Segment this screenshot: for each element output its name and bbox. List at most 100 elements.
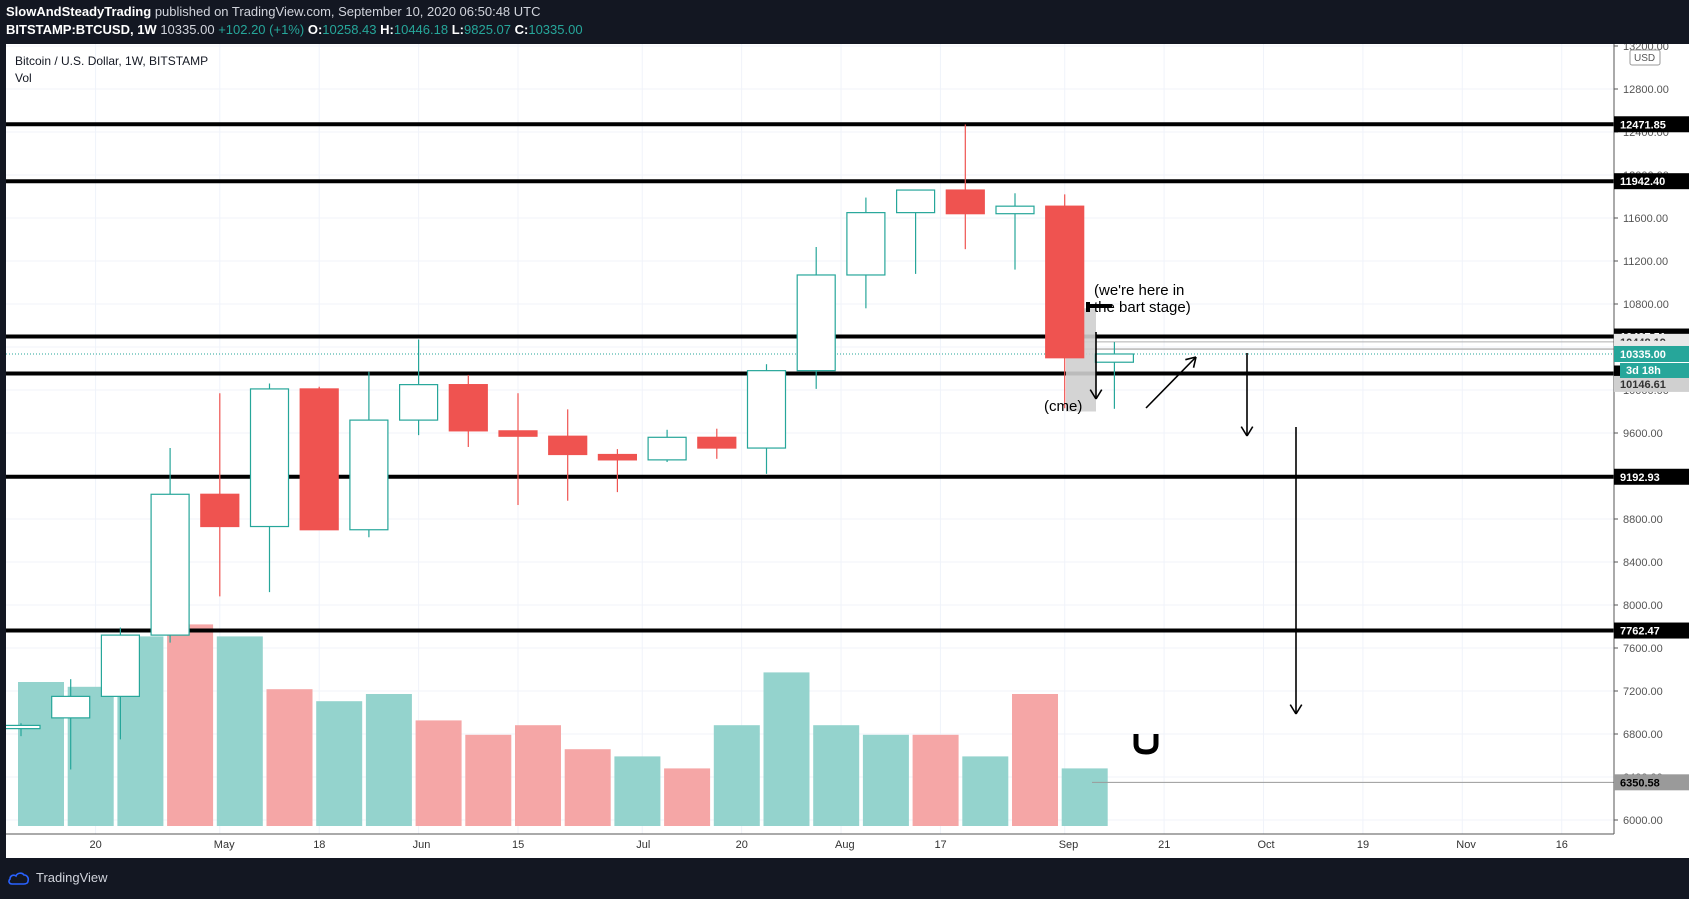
level-price-tag: 9192.93 [1614,468,1689,485]
price-tick-label: 12800.00 [1623,84,1669,96]
price-tag-label: 12471.85 [1620,119,1666,131]
arrow-shaft [1145,356,1197,409]
countdown-bg [1620,362,1689,378]
candle [548,409,588,501]
price-tick-label: 10800.00 [1623,299,1669,311]
arrow-head [1089,389,1097,400]
currency-label: USD [1634,53,1655,64]
candle-body [249,388,290,528]
arrow-head [1192,356,1197,368]
volume-bar [962,756,1009,826]
candle-body [349,419,389,531]
candle-series [6,124,1135,770]
candle [6,723,41,737]
current-price-tag: 10335.00 [1614,345,1689,362]
price-tag-label: 10146.61 [1620,379,1666,391]
candle [895,189,936,274]
candle-body [51,695,91,719]
currency-box [1629,49,1661,66]
countdown-tag: 3d 18h [1620,362,1689,378]
candle-body [299,388,339,531]
price-tag-label: 6350.58 [1620,777,1660,789]
annotation-text: (we're here in [1094,282,1184,299]
low-value: 9825.07 [464,22,511,37]
volume-bar [664,768,711,826]
time-tick-label: 17 [934,839,946,851]
high-label: H: [380,22,394,37]
candle [249,383,290,593]
candle-body [200,493,240,528]
chart-area[interactable]: (we're here in the bart stage) (cme) 6000.… [6,44,1689,858]
down-arrow [1240,353,1254,437]
price-tick-label: 11200.00 [1623,256,1668,268]
time-tick-label: Jun [413,839,431,851]
price-tag-bg [1614,173,1689,190]
price-tag-label: 11942.40 [1620,176,1665,188]
candle [796,247,836,389]
volume-bar [763,672,810,826]
volume-bar [862,734,909,826]
time-tick-label: May [214,839,235,851]
up-arrow [1145,356,1197,409]
author-name[interactable]: SlowAndSteadyTrading [6,4,152,19]
time-tick-label: Nov [1456,839,1476,851]
candle [746,364,787,474]
price-tag-label: 9192.93 [1620,472,1660,484]
candle [349,371,389,538]
open-value: 10258.43 [322,22,377,37]
arrow-head [1185,356,1197,361]
time-axis: 20 May 18 Jun 15 Jul 20 Aug 17 Sep 21 Oct 19 Nov 16 [6,833,1689,858]
candle [647,429,687,463]
candle-body [697,436,737,449]
candlestick-chart[interactable]: (we're here in the bart stage) (cme) 6000.… [6,44,1689,858]
publish-line: SlowAndSteadyTrading published on Tradin… [6,4,540,19]
down-arrow [1089,332,1103,400]
volume-bar [465,734,512,826]
footer: TradingView [0,858,1689,899]
volume-bar [365,694,412,826]
time-tick-label: 21 [1158,839,1170,851]
candle [200,393,240,597]
candle-body [6,724,41,730]
candle [498,393,538,506]
volume-bar [1012,694,1058,826]
price-tick-label: 8000.00 [1623,600,1663,612]
annotation-text: the bart stage) [1094,299,1191,316]
arrow-head [1295,704,1303,715]
time-tick-label: 18 [313,839,325,851]
candle [945,124,985,250]
price-scale: 6000.006400.006800.007200.007600.008000.… [1613,44,1689,834]
candle-body [1045,205,1085,359]
candle-body [597,453,638,461]
volume-bar [912,734,959,826]
last-price: 10335.00 [160,22,215,37]
candle [597,449,638,493]
price-change: +102.20 (+1%) [218,22,305,37]
tradingview-cloud-icon [8,871,30,885]
close-label: C: [514,22,529,37]
magnet-icon [1133,734,1159,755]
volume-bar [167,624,214,826]
price-tick-label: 9600.00 [1623,428,1663,440]
tradingview-brand[interactable]: TradingView [8,870,108,885]
volume-bar [266,689,313,826]
candle-body [399,384,439,421]
volume-bar [515,725,561,826]
hammer-icon [1086,302,1112,312]
volume-bar [713,725,760,826]
level-price-tag: 11942.40 [1614,173,1689,190]
arrow-head [1240,426,1248,437]
close-value: 10335.00 [528,22,583,37]
arrow-head [1289,704,1297,715]
time-tick-label: Sep [1059,839,1079,851]
arrow-head [1246,426,1254,437]
pane-title: Bitcoin / U.S. Dollar, 1W, BITSTAMP [15,54,209,68]
down-arrow [1289,427,1303,715]
candle-body [746,370,787,449]
candle-body [448,384,488,432]
horizontal-levels [6,122,1614,783]
candle [100,627,141,740]
candle [1045,194,1085,409]
candle-body [945,189,985,215]
chart-header: SlowAndSteadyTrading published on Tradin… [0,0,1689,44]
